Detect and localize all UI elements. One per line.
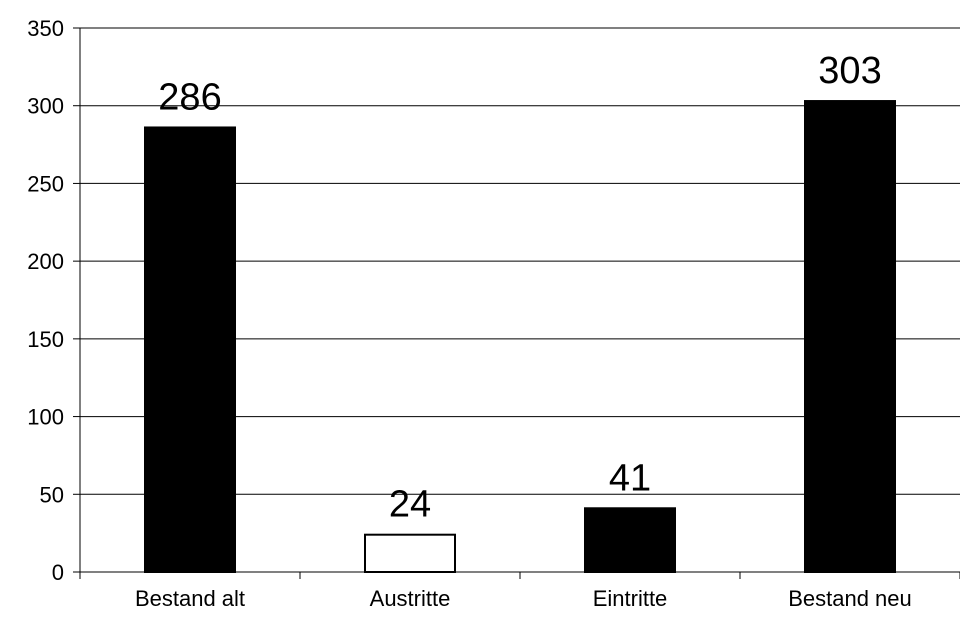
x-category-label: Austritte	[370, 586, 451, 611]
data-label: 24	[389, 484, 431, 526]
data-label: 303	[818, 50, 881, 92]
data-label: 41	[609, 457, 651, 499]
bar-bestand-alt	[144, 126, 236, 574]
x-category-label: Eintritte	[593, 586, 668, 611]
bar-eintritte	[584, 507, 676, 574]
y-tick-label: 150	[27, 327, 64, 352]
y-tick-label: 250	[27, 171, 64, 196]
data-label: 286	[158, 76, 221, 118]
y-tick-label: 200	[27, 249, 64, 274]
labels: 0 50 100 150 200 250 300 350 286 Bestand alt 24 Aus…	[27, 16, 911, 611]
y-tick-label: 100	[27, 405, 64, 430]
y-tick-label: 350	[27, 16, 64, 41]
bar-austritte	[364, 533, 456, 573]
bars	[144, 100, 896, 574]
bar-bestand-neu	[804, 100, 896, 574]
y-tick-label: 0	[52, 560, 64, 585]
y-tick-label: 50	[40, 482, 64, 507]
y-tick-label: 300	[27, 94, 64, 119]
x-category-label: Bestand neu	[788, 586, 912, 611]
x-category-label: Bestand alt	[135, 586, 245, 611]
